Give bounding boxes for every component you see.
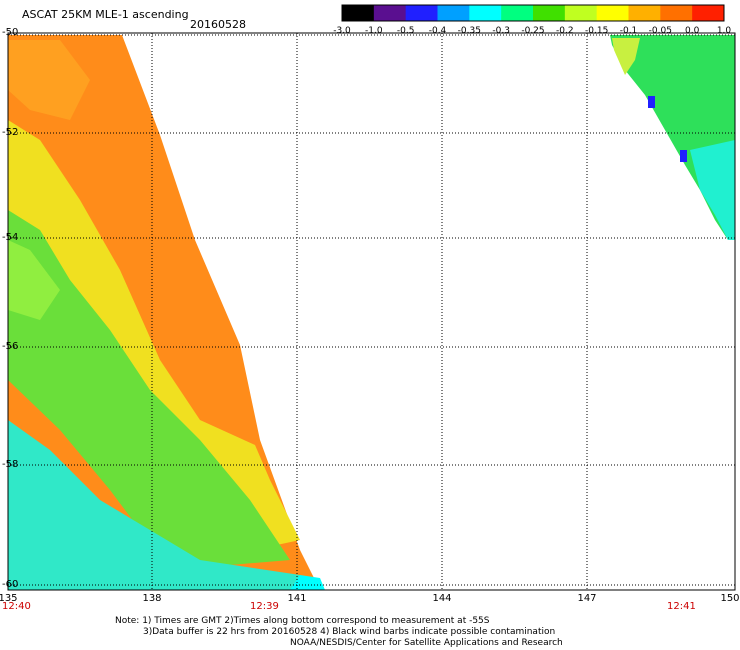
right-swath-blue-pixel [648,96,655,108]
colorbar-tick-label: 0.0 [684,26,700,36]
colorbar-swatch [437,5,470,21]
lon-label-138: 138 [142,593,162,604]
lat-label-58: -58 [2,459,19,470]
colorbar-swatch [501,5,534,21]
lon-label-135: 135 [0,593,18,604]
note-line-2: 3)Data buffer is 22 hrs from 20160528 4)… [143,627,556,637]
lat-label-52: -52 [2,127,19,138]
colorbar-swatch [596,5,629,21]
colorbar-swatch [628,5,661,21]
product-title: ASCAT 25KM MLE-1 ascending [22,8,189,21]
colorbar-tick-label: -0.35 [457,26,481,36]
colorbar-tick-label: -0.1 [619,26,638,36]
colorbar-swatch [660,5,693,21]
product-date: 20160528 [190,18,246,31]
colorbar-tick-label: 1.0 [716,26,732,36]
right-swath-blue-pixel-2 [680,150,687,162]
time-label-3: 12:41 [667,601,696,612]
colorbar-swatch [692,5,725,21]
right-swath-yellow-edge [612,38,640,75]
left-swath-cyan-region [8,420,320,590]
graticule [7,33,736,590]
colorbar-tick-label: -0.05 [648,26,672,36]
colorbar-tick-label: -0.2 [556,26,574,36]
colorbar-tick-label: -0.25 [521,26,545,36]
colorbar-tick-label: -0.15 [585,26,609,36]
lat-label-56: -56 [2,341,19,352]
colorbar-swatch [564,5,598,21]
lat-label-60: -60 [2,579,19,590]
colorbar-tick-label: -1.0 [365,26,383,36]
colorbar-tick-label: -0.5 [396,26,415,36]
left-swath-cyan-tip [290,575,325,590]
lon-label-144: 144 [432,593,452,604]
left-swath-light-green-patch [8,240,60,320]
right-swath-cyan [690,140,735,240]
map-frame [7,32,736,591]
left-swath [8,35,325,590]
note-line-1: Note: 1) Times are GMT 2)Times along bot… [115,616,490,626]
lon-label-147: 147 [577,593,597,604]
lat-label-50: -50 [2,27,19,38]
note-line-3: NOAA/NESDIS/Center for Satellite Applica… [290,638,563,648]
colorbar-tick-label: -0.4 [428,26,447,36]
time-label-2: 12:39 [250,601,279,612]
lon-label-150: 150 [720,593,740,604]
left-swath-green-band [8,210,290,570]
lat-label-54: -54 [2,232,19,243]
colorbar-tick-label: -3.0 [333,26,351,36]
colorbar-swatch [533,5,566,21]
colorbar-tick-label: -0.3 [492,26,510,36]
left-swath-orange-patch [8,40,90,120]
colorbar-swatch [405,5,438,21]
time-label-1: 12:40 [2,601,31,612]
colorbar-swatch [469,5,502,21]
colorbar-swatch [342,5,375,21]
left-swath-yellow-band [8,120,300,555]
colorbar-frame [341,4,725,22]
colorbar [341,4,725,22]
colorbar-swatch [373,5,407,21]
right-swath [610,35,735,240]
lon-label-141: 141 [287,593,307,604]
